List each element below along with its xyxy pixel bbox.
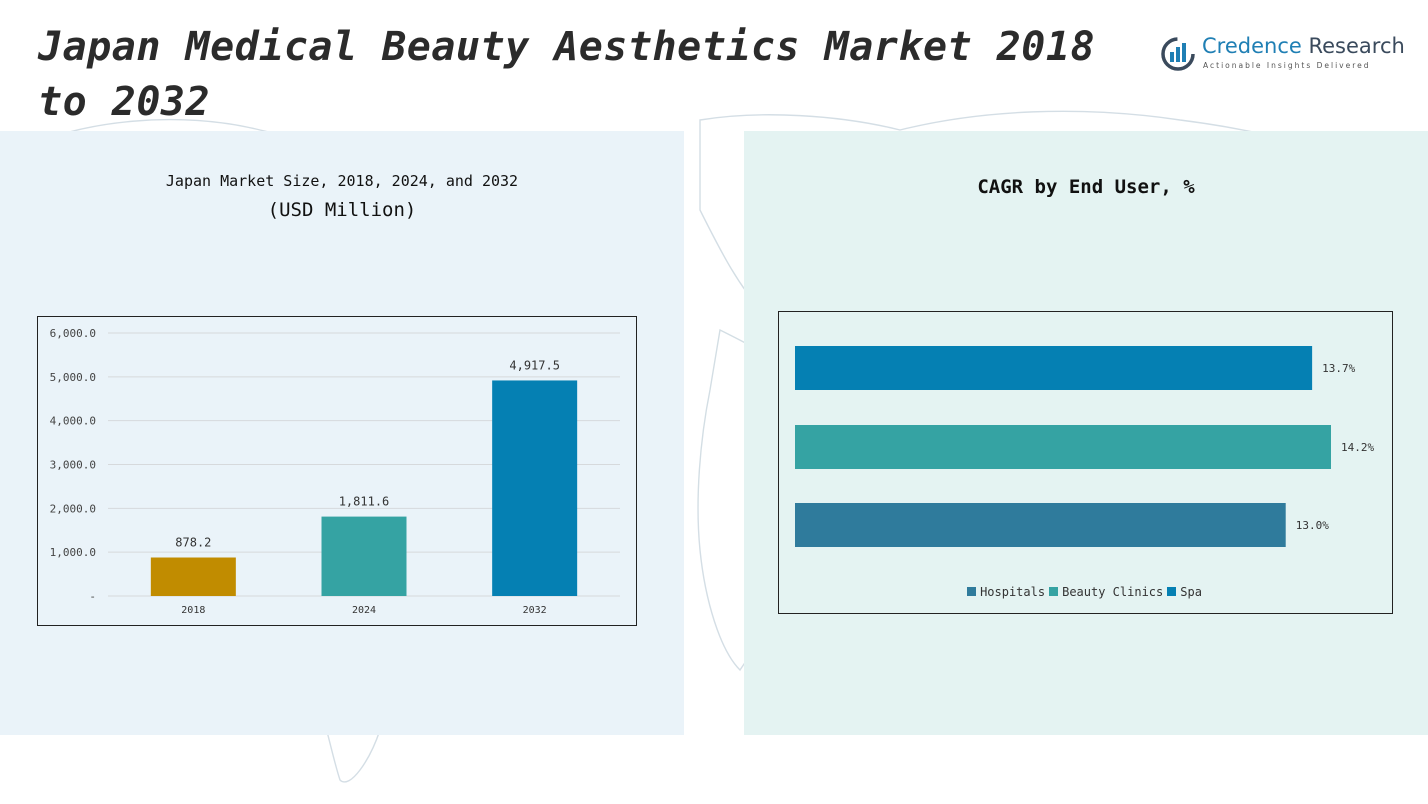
bar-2032[interactable]: [492, 380, 578, 596]
cagr-chart-title: CAGR by End User, %: [977, 176, 1195, 198]
legend-item-spa[interactable]: Spa: [1167, 585, 1202, 599]
cagr-chart: 13.7% 14.2% 13.0%: [778, 311, 1393, 614]
legend-label: Beauty Clinics: [1062, 585, 1164, 599]
bar-2024[interactable]: [321, 516, 407, 596]
credence-research-logo[interactable]: Credence Research Actionable Insights De…: [1160, 34, 1405, 78]
market-size-chart-subtitle: (USD Million): [267, 199, 417, 221]
bar-beauty-clinics[interactable]: [795, 425, 1331, 469]
legend-swatch: [967, 587, 977, 596]
cagr-legend: Hospitals Beauty Clinics Spa: [778, 585, 1391, 599]
market-size-chart-svg: - 1,000.0 2,000.0 3,000.0 4,000.0 5,000.0 6,00…: [50, 327, 620, 616]
page-title: Japan Medical Beauty Aesthetics Market 2…: [38, 24, 1096, 125]
legend-label: Hospitals: [980, 585, 1046, 599]
legend-swatch: [1167, 587, 1177, 596]
market-size-chart-title: Japan Market Size, 2018, 2024, and 2032: [165, 172, 519, 190]
bar-2018[interactable]: [150, 557, 236, 596]
x-tick-label: 2018: [181, 605, 205, 616]
x-tick-label: 2024: [352, 605, 376, 616]
y-tick-label: 5,000.0: [50, 371, 96, 384]
bar-value-label: 14.2%: [1341, 441, 1374, 454]
logo-tagline: Actionable Insights Delivered: [1203, 61, 1371, 70]
bar-chart-circle-icon: [1161, 37, 1195, 71]
legend-swatch: [1049, 587, 1059, 596]
legend-item-hospitals[interactable]: Hospitals: [967, 585, 1045, 599]
bar-value-label: 878.2: [175, 536, 211, 550]
bar-value-label: 4,917.5: [509, 358, 560, 372]
bar-value-label: 1,811.6: [339, 495, 390, 509]
legend-item-beauty-clinics[interactable]: Beauty Clinics: [1049, 585, 1163, 599]
bar-hospitals[interactable]: [795, 503, 1286, 547]
logo-name-secondary: Research: [1308, 34, 1405, 58]
bar-value-label: 13.7%: [1322, 362, 1355, 375]
y-tick-label: 3,000.0: [50, 459, 96, 472]
x-tick-label: 2032: [523, 605, 547, 616]
y-tick-label: 4,000.0: [50, 415, 96, 428]
legend-label: Spa: [1180, 585, 1202, 599]
logo-name: Credence Research: [1202, 34, 1405, 58]
y-tick-label: 1,000.0: [50, 546, 96, 559]
y-tick-label: 6,000.0: [50, 327, 96, 340]
bar-value-label: 13.0%: [1296, 519, 1329, 532]
bar-spa[interactable]: [795, 346, 1313, 390]
market-size-chart: - 1,000.0 2,000.0 3,000.0 4,000.0 5,000.0 6,00…: [37, 316, 637, 626]
y-tick-label: -: [89, 590, 96, 603]
y-tick-label: 2,000.0: [50, 502, 96, 515]
cagr-chart-svg: 13.7% 14.2% 13.0%: [795, 346, 1374, 547]
logo-name-primary: Credence: [1202, 34, 1302, 58]
